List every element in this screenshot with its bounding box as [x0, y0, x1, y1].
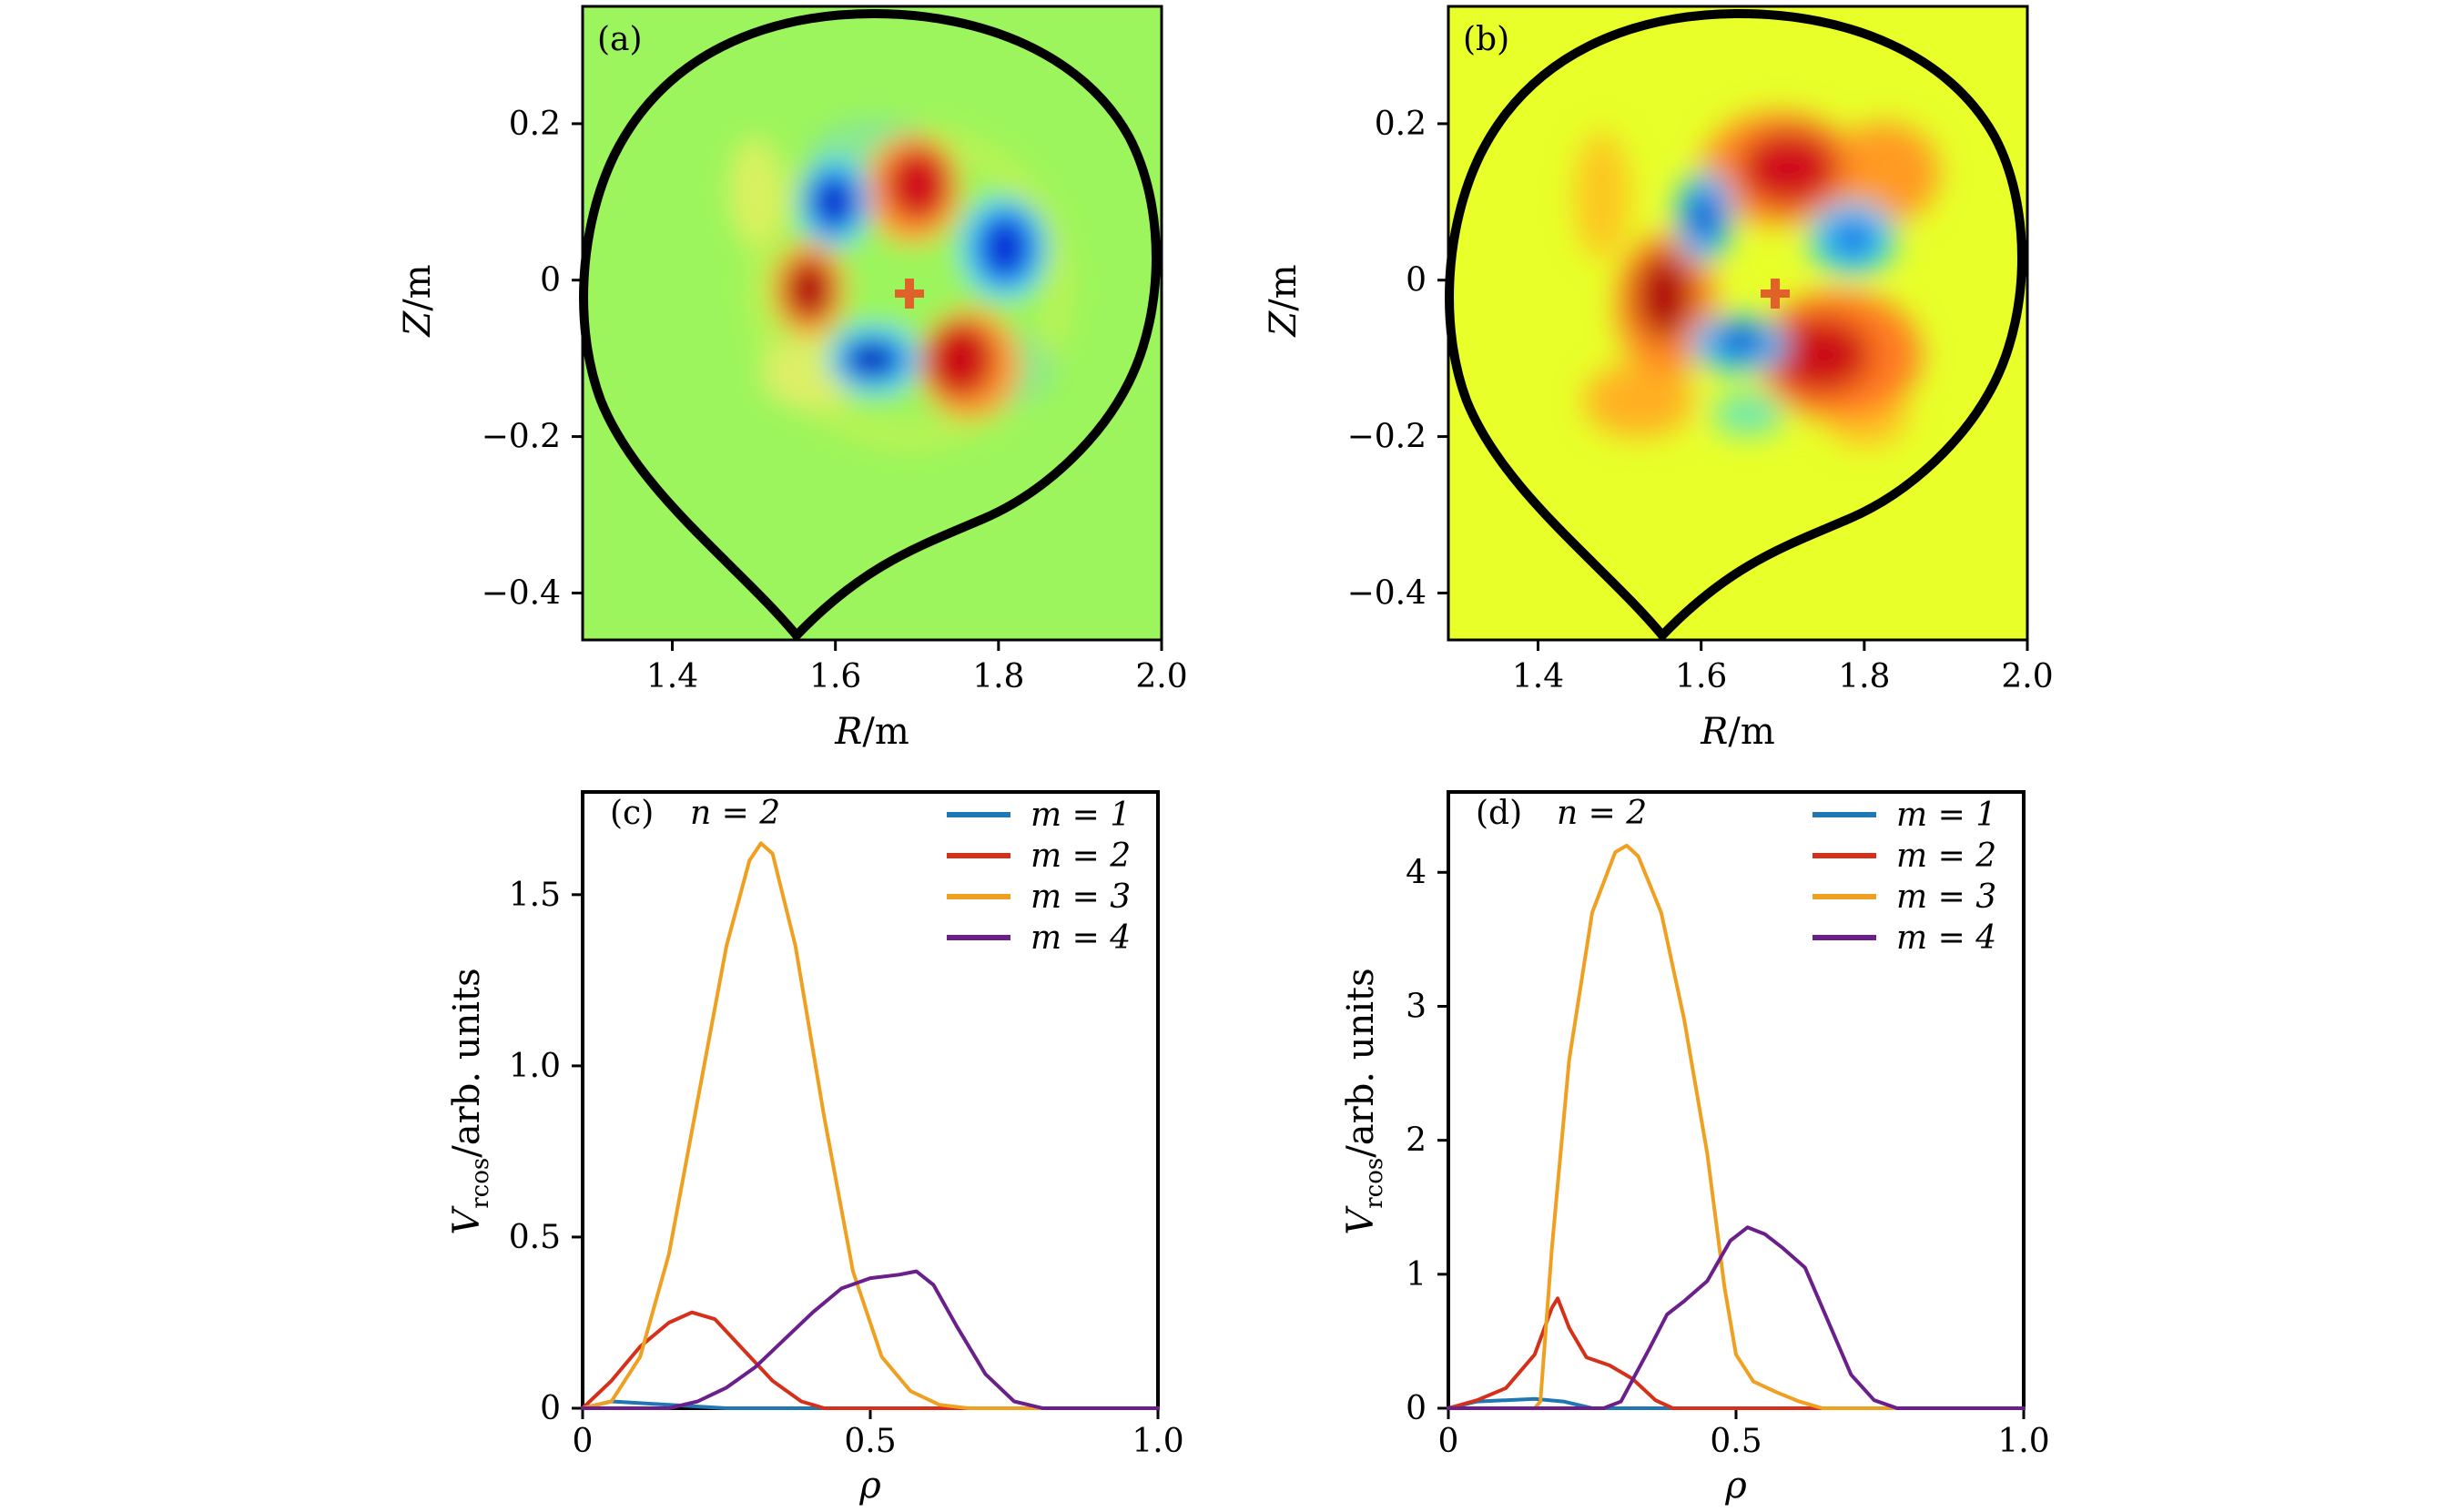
panel-d-legend-label-m3: m = 3	[1896, 878, 1996, 916]
panel-b: (b)	[1445, 5, 2029, 642]
panel-b-xtick-label: 1.4	[1512, 658, 1564, 695]
panel-d-xlabel: ρ	[1724, 1465, 1747, 1507]
panel-d-ytick-label: 2	[1406, 1122, 1427, 1160]
panel-c-xtick-label: 0	[573, 1423, 594, 1460]
panel-a-plasma-boundary	[579, 9, 1161, 640]
panel-a: (a)	[579, 5, 1163, 642]
panel-d: 0 0.5 1.0 0 1 2 3 4 (d) n = 2 m = 1m = 2m = 3m …	[1406, 790, 2050, 1460]
panel-c-ytick-label: 0.5	[509, 1219, 561, 1256]
panel-c-legend-label-m4: m = 4	[1031, 919, 1131, 957]
panel-a-xtick-label: 1.4	[646, 658, 698, 695]
panel-d-xtick-label: 0	[1438, 1423, 1459, 1460]
panel-b-ytick-label: 0.2	[1375, 106, 1427, 143]
panel-d-legend: m = 1m = 2m = 3m = 4	[1813, 797, 1996, 957]
heatmap-axes: 1.4 1.6 1.8 2.0 0.2 0 −0.2 −0.4 1.4 1.6 1.8 2.0 0.2 0…	[482, 106, 2054, 695]
panel-d-ytick-label: 3	[1406, 988, 1427, 1025]
panel-a-tag: (a)	[597, 21, 643, 58]
panel-d-series-m3	[1447, 843, 2026, 1410]
panel-c-legend-label-m2: m = 2	[1031, 837, 1131, 875]
panel-c-series-m2	[581, 1310, 1160, 1410]
panel-c-annotation: n = 2	[690, 795, 780, 832]
panel-b-ylabel: Z/m	[1263, 264, 1305, 338]
panel-b-xtick-label: 2.0	[2001, 658, 2053, 695]
panel-d-legend-label-m1: m = 1	[1896, 797, 1996, 834]
panel-b-ytick-label: 0	[1406, 262, 1427, 299]
panel-c: 0 0.5 1.000.51.01.5 (c) n = 2 m = 1m = 2m …	[509, 790, 1184, 1460]
panel-d-tag: (d)	[1476, 795, 1522, 832]
panel-d-legend-label-m4: m = 4	[1896, 919, 1996, 957]
panel-b-mode-structure	[1575, 112, 1939, 446]
panel-c-series-m4	[581, 1269, 1160, 1410]
panel-a-xtick-label: 1.6	[809, 658, 861, 695]
panel-c-legend: m = 1m = 2m = 3m = 4	[947, 797, 1131, 957]
panel-d-xtick-label: 0.5	[1710, 1423, 1762, 1460]
panel-d-series-m4	[1447, 1225, 2026, 1410]
panel-a-magnetic-axis-marker	[895, 279, 924, 309]
panel-b-ytick-label: −0.4	[1347, 574, 1427, 612]
panel-d-frame	[1447, 790, 2026, 1410]
panel-b-ytick-label: −0.2	[1347, 419, 1427, 456]
panel-b-xtick-label: 1.6	[1675, 658, 1727, 695]
panel-c-legend-label-m1: m = 1	[1031, 797, 1131, 834]
panel-d-ytick-label: 1	[1406, 1256, 1427, 1294]
panel-c-xtick-label: 1.0	[1132, 1423, 1183, 1460]
panel-b-tag: (b)	[1463, 21, 1509, 58]
panel-a-mode-structure	[728, 118, 1074, 451]
panel-b-frame	[1447, 5, 2029, 642]
panel-a-ylabel: Z/m	[397, 264, 439, 338]
panel-d-ytick-label: 4	[1406, 854, 1427, 891]
panel-d-ylabel: Vrcos/arb. units	[1340, 968, 1388, 1234]
panel-a-ytick-label: −0.4	[482, 574, 561, 612]
panel-c-xtick-label: 0.5	[844, 1423, 896, 1460]
panel-c-xlabel: ρ	[858, 1465, 881, 1507]
panel-b-xlabel: R/m	[1700, 711, 1775, 753]
panel-c-tag: (c)	[610, 795, 654, 832]
panel-b-plasma-boundary	[1445, 9, 2026, 640]
panel-d-xtick-label: 1.0	[1997, 1423, 2049, 1460]
panel-c-frame	[581, 790, 1160, 1410]
panel-a-ytick-label: 0.2	[509, 106, 561, 143]
panel-c-series-m3	[581, 841, 1160, 1410]
panel-c-ylabel: Vrcos/arb. units	[446, 968, 494, 1234]
panel-a-xlabel: R/m	[834, 711, 909, 753]
panel-b-magnetic-axis-marker	[1761, 279, 1790, 309]
panel-b-xtick-label: 1.8	[1838, 658, 1890, 695]
panel-d-legend-label-m2: m = 2	[1896, 837, 1996, 875]
panel-a-xtick-label: 2.0	[1135, 658, 1187, 695]
panel-c-ytick-label: 0	[540, 1390, 561, 1427]
panel-a-frame	[581, 5, 1163, 642]
panel-d-annotation: n = 2	[1557, 795, 1647, 832]
panel-c-ytick-label: 1.0	[509, 1048, 561, 1085]
panel-d-series-m2	[1447, 1296, 2026, 1410]
panel-c-legend-label-m3: m = 3	[1031, 878, 1131, 916]
panel-d-plot: 0 0.5 1.0 0 1 2 3 4	[1406, 843, 2050, 1460]
panel-a-ytick-label: 0	[540, 262, 561, 299]
panel-d-ytick-label: 0	[1406, 1390, 1427, 1427]
panel-a-ytick-label: −0.2	[482, 419, 561, 456]
panel-a-xtick-label: 1.8	[972, 658, 1024, 695]
panel-c-ytick-label: 1.5	[509, 877, 561, 914]
panel-c-plot: 0 0.5 1.0 0 0.5 1.0 1.5	[509, 841, 1184, 1460]
